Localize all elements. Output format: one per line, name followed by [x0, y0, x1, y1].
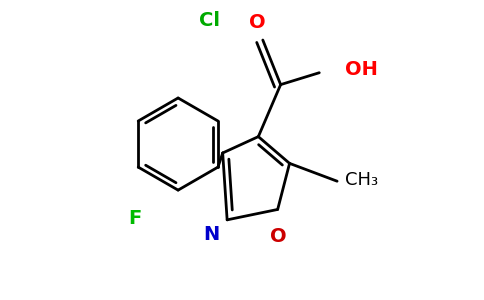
Text: OH: OH: [345, 60, 378, 79]
Text: O: O: [270, 227, 287, 246]
Text: N: N: [204, 225, 220, 244]
Text: CH₃: CH₃: [345, 171, 378, 189]
Text: O: O: [249, 13, 265, 32]
Text: Cl: Cl: [199, 11, 220, 30]
Text: F: F: [128, 209, 141, 229]
